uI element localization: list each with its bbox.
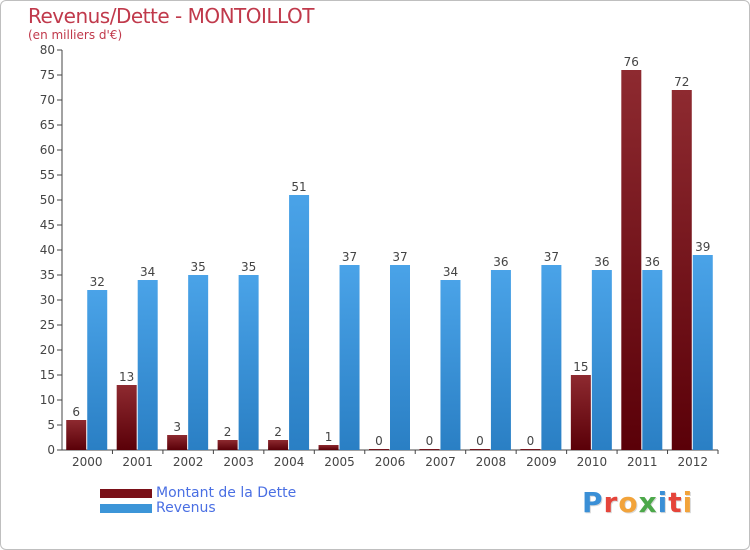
- y-tick-label: 60: [40, 143, 55, 157]
- legend-swatch-revenus: [100, 504, 152, 513]
- bar-revenus-2007: [440, 280, 461, 450]
- bar-debt-2005: [318, 445, 339, 450]
- bar-revenus-2004: [289, 195, 310, 450]
- bar-debt-2001: [116, 385, 137, 450]
- bar-revenus-2005: [339, 265, 360, 450]
- x-tick-label: 2004: [274, 455, 305, 469]
- y-tick-label: 55: [40, 168, 55, 182]
- chart-subtitle: (en milliers d'€): [28, 28, 123, 42]
- data-label-revenus-2011: 36: [645, 255, 660, 269]
- logo-letter: i: [657, 486, 669, 519]
- x-tick-label: 2009: [526, 455, 557, 469]
- data-label-revenus-2009: 37: [544, 250, 559, 264]
- x-tick-label: 2003: [223, 455, 254, 469]
- x-tick-label: 2006: [375, 455, 406, 469]
- bar-debt-2009: [520, 449, 541, 450]
- logo-letter: o: [618, 486, 639, 519]
- y-tick-label: 20: [40, 343, 55, 357]
- bar-revenus-2006: [390, 265, 410, 450]
- y-tick-label: 25: [40, 318, 55, 332]
- logo-letter: x: [638, 486, 658, 519]
- bar-revenus-2001: [137, 280, 158, 450]
- bar-revenus-2003: [238, 275, 259, 450]
- data-label-debt-2011: 76: [624, 55, 639, 69]
- bar-debt-2004: [268, 440, 289, 450]
- x-tick-label: 2012: [677, 455, 708, 469]
- bar-revenus-2010: [591, 270, 612, 450]
- data-label-debt-2002: 3: [173, 420, 181, 434]
- y-tick-label: 50: [40, 193, 55, 207]
- x-tick-label: 2002: [173, 455, 204, 469]
- data-label-debt-2010: 15: [573, 360, 588, 374]
- bar-debt-2008: [469, 449, 490, 450]
- logo-letter: r: [603, 486, 619, 519]
- y-tick-label: 65: [40, 118, 55, 132]
- data-label-revenus-2012: 39: [695, 240, 710, 254]
- y-tick-label: 10: [40, 393, 55, 407]
- proxiti-logo: Proxiti: [582, 486, 693, 519]
- bar-revenus-2009: [541, 265, 562, 450]
- data-label-debt-2001: 13: [119, 370, 134, 384]
- data-label-revenus-2001: 34: [140, 265, 155, 279]
- data-label-debt-2006: 0: [375, 434, 383, 448]
- x-tick-label: 2011: [627, 455, 658, 469]
- bar-revenus-2011: [642, 270, 663, 450]
- data-label-revenus-2010: 36: [594, 255, 609, 269]
- logo-letter: t: [668, 486, 683, 519]
- y-tick-label: 45: [40, 218, 55, 232]
- logo-letter: i: [682, 486, 694, 519]
- legend-label-debt: Montant de la Dette: [156, 485, 297, 501]
- x-tick-label: 2001: [122, 455, 153, 469]
- data-label-revenus-2008: 36: [493, 255, 508, 269]
- bar-debt-2003: [217, 440, 238, 450]
- legend-swatch-debt: [100, 489, 152, 498]
- y-tick-label: 0: [47, 443, 55, 457]
- legend-label-revenus: Revenus: [156, 500, 216, 516]
- x-tick-label: 2005: [324, 455, 355, 469]
- x-tick-label: 2000: [72, 455, 103, 469]
- data-label-revenus-2000: 32: [90, 275, 105, 289]
- y-tick-label: 15: [40, 368, 55, 382]
- y-tick-label: 30: [40, 293, 55, 307]
- chart-data-labels: 6 32 13 34 3 35 2 35 2 51 1 37 0 37 0 34 0 36 0 37 15 36 76 36 7…: [72, 55, 710, 448]
- y-tick-label: 80: [40, 43, 55, 57]
- y-tick-label: 70: [40, 93, 55, 107]
- x-tick-label: 2010: [577, 455, 608, 469]
- data-label-debt-2003: 2: [224, 425, 232, 439]
- bar-revenus-2012: [692, 255, 713, 450]
- data-label-revenus-2002: 35: [191, 260, 206, 274]
- bar-revenus-2008: [490, 270, 511, 450]
- bar-debt-2012: [671, 90, 692, 450]
- data-label-revenus-2006: 37: [392, 250, 407, 264]
- data-label-debt-2005: 1: [325, 430, 333, 444]
- bar-debt-2006: [369, 449, 389, 450]
- x-tick-label: 2007: [425, 455, 456, 469]
- chart-bars: [66, 70, 713, 450]
- data-label-debt-2007: 0: [426, 434, 434, 448]
- y-tick-label: 5: [47, 418, 55, 432]
- y-tick-label: 75: [40, 68, 55, 82]
- bar-debt-2002: [167, 435, 188, 450]
- chart-title: Revenus/Dette - MONTOILLOT: [28, 4, 314, 28]
- data-label-debt-2009: 0: [527, 434, 535, 448]
- data-label-debt-2012: 72: [674, 75, 689, 89]
- data-label-revenus-2007: 34: [443, 265, 458, 279]
- data-label-revenus-2005: 37: [342, 250, 357, 264]
- bar-debt-2007: [419, 449, 440, 450]
- bar-debt-2010: [570, 375, 591, 450]
- data-label-debt-2004: 2: [274, 425, 282, 439]
- bar-revenus-2000: [87, 290, 108, 450]
- logo-letter: P: [582, 486, 604, 519]
- bar-debt-2011: [621, 70, 642, 450]
- bar-debt-2000: [66, 420, 87, 450]
- bar-revenus-2002: [188, 275, 209, 450]
- y-tick-label: 35: [40, 268, 55, 282]
- y-tick-label: 40: [40, 243, 55, 257]
- x-tick-label: 2008: [476, 455, 507, 469]
- data-label-debt-2008: 0: [476, 434, 484, 448]
- data-label-revenus-2003: 35: [241, 260, 256, 274]
- data-label-revenus-2004: 51: [291, 180, 306, 194]
- data-label-debt-2000: 6: [72, 405, 80, 419]
